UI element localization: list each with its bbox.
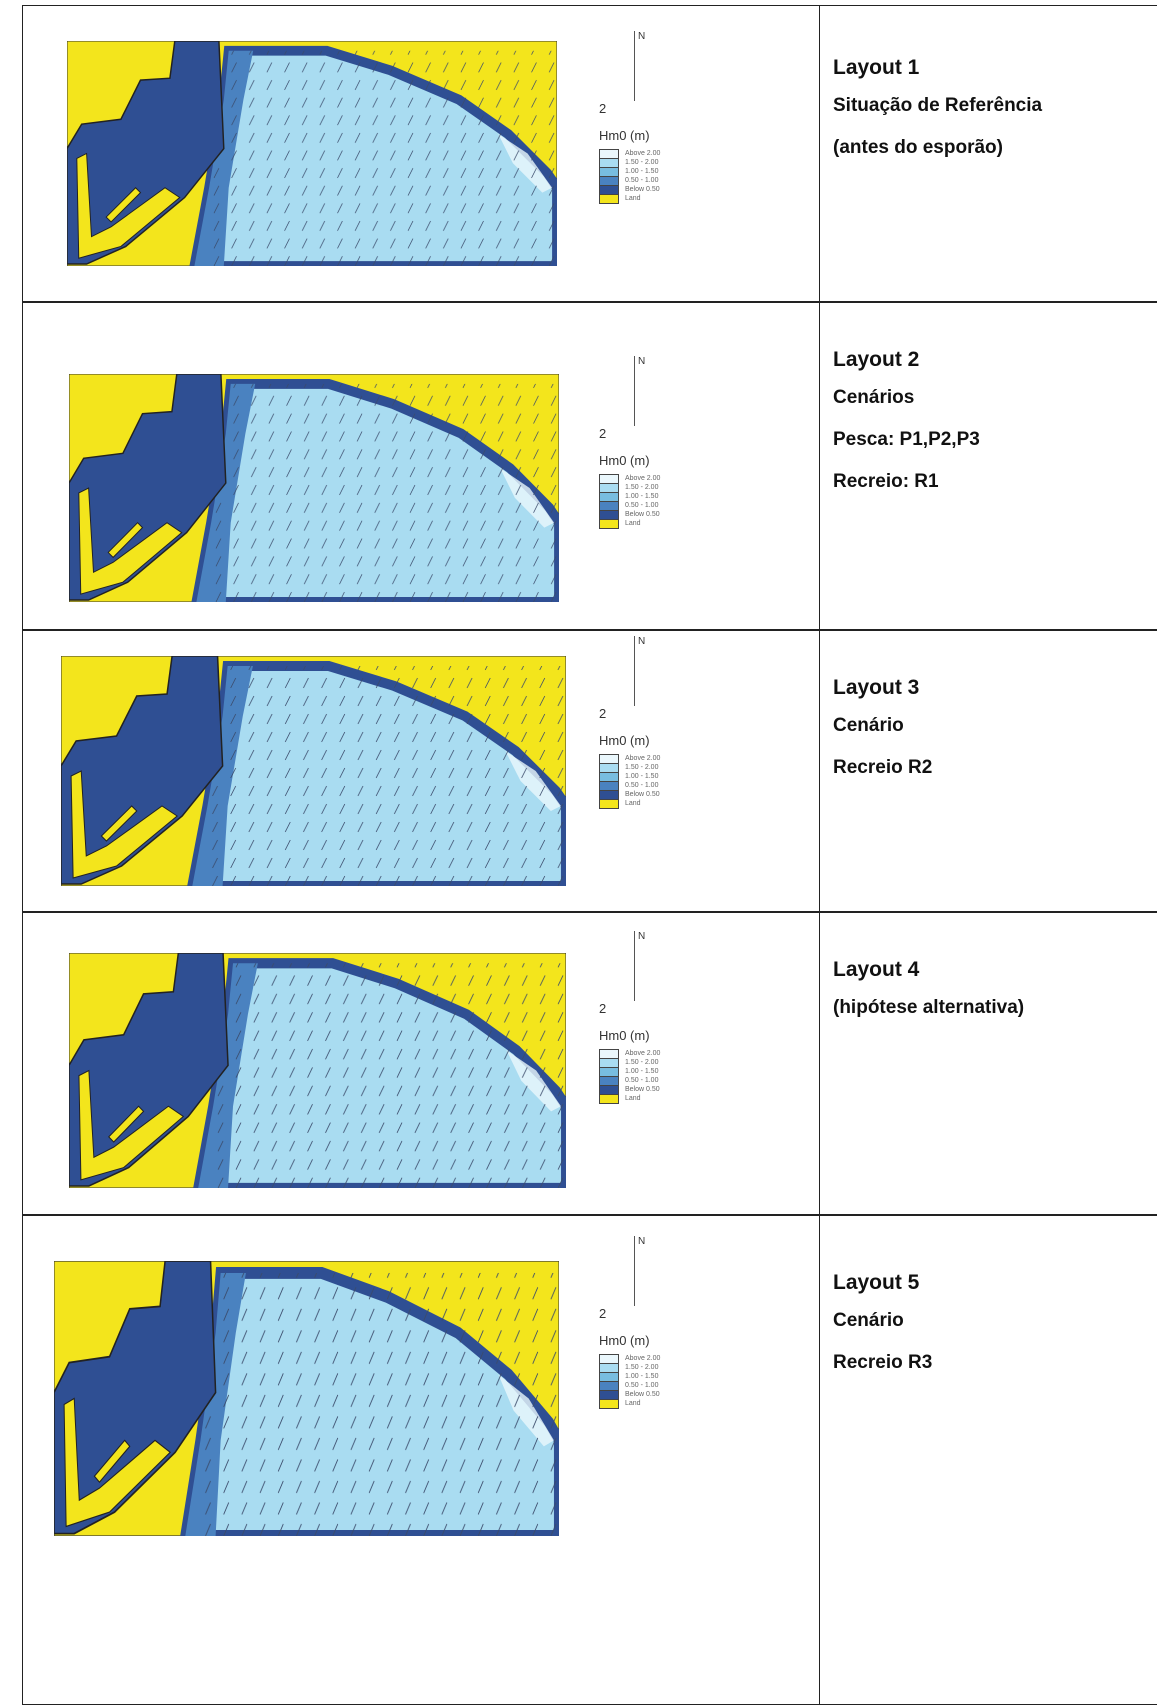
north-arrow: N xyxy=(634,1236,648,1306)
legend-label: 1.00 - 1.50 xyxy=(625,773,658,780)
legend-item: Land xyxy=(599,194,660,203)
legend-title: Hm0 (m) xyxy=(599,1028,660,1043)
legend-label: Land xyxy=(625,520,641,527)
layout-line: Cenário xyxy=(833,714,1083,738)
layout-line: Recreio R3 xyxy=(833,1351,1083,1375)
row-text: Layout 2 Cenários Pesca: P1,P2,P3 Recreio: … xyxy=(833,348,1083,512)
scale-label: 2 xyxy=(599,426,660,441)
north-arrow: N xyxy=(634,356,648,426)
column-divider xyxy=(819,631,820,911)
legend-label: 1.50 - 2.00 xyxy=(625,764,658,771)
row-text: Layout 1 Situação de Referência (antes do … xyxy=(833,56,1083,178)
legend-label: 1.50 - 2.00 xyxy=(625,1364,658,1371)
legend-label: 1.50 - 2.00 xyxy=(625,159,658,166)
legend-label: Below 0.50 xyxy=(625,1391,660,1398)
row-text: Layout 4 (hipótese alternativa) xyxy=(833,958,1083,1038)
legend-label: Below 0.50 xyxy=(625,186,660,193)
layout-title: Layout 2 xyxy=(833,348,1083,372)
legend-label: Above 2.00 xyxy=(625,1355,660,1362)
legend-label: 0.50 - 1.00 xyxy=(625,1382,658,1389)
legend-swatch xyxy=(599,799,619,809)
legend-label: Above 2.00 xyxy=(625,755,660,762)
column-divider xyxy=(819,6,820,301)
legend-title: Hm0 (m) xyxy=(599,453,660,468)
layout-title: Layout 3 xyxy=(833,676,1083,700)
wave-map xyxy=(54,1261,559,1536)
scale-label: 2 xyxy=(599,1306,660,1321)
wave-map xyxy=(67,41,557,266)
legend-label: Above 2.00 xyxy=(625,475,660,482)
page: (() => { const data = JSON.parse(documen… xyxy=(0,0,1157,1705)
north-arrow: N xyxy=(634,931,648,1001)
legend-label: 1.00 - 1.50 xyxy=(625,1068,658,1075)
layout-line: Situação de Referência xyxy=(833,94,1083,118)
legend-label: Below 0.50 xyxy=(625,791,660,798)
row-text: Layout 3 Cenário Recreio R2 xyxy=(833,676,1083,798)
legend-label: Land xyxy=(625,195,641,202)
layout-line: Recreio: R1 xyxy=(833,470,1083,494)
column-divider xyxy=(819,913,820,1214)
legend-label: Land xyxy=(625,1095,641,1102)
legend-label: 1.00 - 1.50 xyxy=(625,493,658,500)
legend-item: Land xyxy=(599,1094,660,1103)
column-divider xyxy=(819,303,820,629)
layout-title: Layout 5 xyxy=(833,1271,1083,1295)
layout-line: (antes do esporão) xyxy=(833,136,1083,160)
wave-map xyxy=(69,374,559,602)
scale-label: 2 xyxy=(599,706,660,721)
scale-label: 2 xyxy=(599,101,660,116)
legend-label: 0.50 - 1.00 xyxy=(625,1077,658,1084)
legend-label: Land xyxy=(625,1400,641,1407)
legend-swatch xyxy=(599,1399,619,1409)
legend-item: Land xyxy=(599,1399,660,1408)
scale-label: 2 xyxy=(599,1001,660,1016)
legend-label: 1.50 - 2.00 xyxy=(625,484,658,491)
legend-label: Above 2.00 xyxy=(625,1050,660,1057)
layout-title: Layout 1 xyxy=(833,56,1083,80)
table-row: Layout 1 Situação de Referência (antes do … xyxy=(22,5,1157,302)
legend-swatch xyxy=(599,519,619,529)
layout-title: Layout 4 xyxy=(833,958,1083,982)
north-arrow: N xyxy=(634,636,648,706)
legend-label: Above 2.00 xyxy=(625,150,660,157)
layout-line: (hipótese alternativa) xyxy=(833,996,1083,1020)
legend-label: Below 0.50 xyxy=(625,1086,660,1093)
legend-label: 1.50 - 2.00 xyxy=(625,1059,658,1066)
column-divider xyxy=(819,1216,820,1704)
table-row: Layout 2 Cenários Pesca: P1,P2,P3 Recreio: … xyxy=(22,302,1157,630)
layout-line: Pesca: P1,P2,P3 xyxy=(833,428,1083,452)
legend-item: Land xyxy=(599,799,660,808)
row-text: Layout 5 Cenário Recreio R3 xyxy=(833,1271,1083,1393)
layout-line: Cenário xyxy=(833,1309,1083,1333)
wave-map xyxy=(69,953,566,1188)
legend-title: Hm0 (m) xyxy=(599,128,660,143)
legend-label: 1.00 - 1.50 xyxy=(625,1373,658,1380)
legend-swatch xyxy=(599,1094,619,1104)
legend-item: Land xyxy=(599,519,660,528)
legend-title: Hm0 (m) xyxy=(599,1333,660,1348)
legend-label: 0.50 - 1.00 xyxy=(625,177,658,184)
legend-label: 1.00 - 1.50 xyxy=(625,168,658,175)
legend-label: 0.50 - 1.00 xyxy=(625,782,658,789)
wave-map xyxy=(61,656,566,886)
layout-line: Cenários xyxy=(833,386,1083,410)
legend-label: Below 0.50 xyxy=(625,511,660,518)
north-arrow: N xyxy=(634,31,648,101)
layout-line: Recreio R2 xyxy=(833,756,1083,780)
legend-title: Hm0 (m) xyxy=(599,733,660,748)
legend-swatch xyxy=(599,194,619,204)
legend-label: Land xyxy=(625,800,641,807)
legend-label: 0.50 - 1.00 xyxy=(625,502,658,509)
